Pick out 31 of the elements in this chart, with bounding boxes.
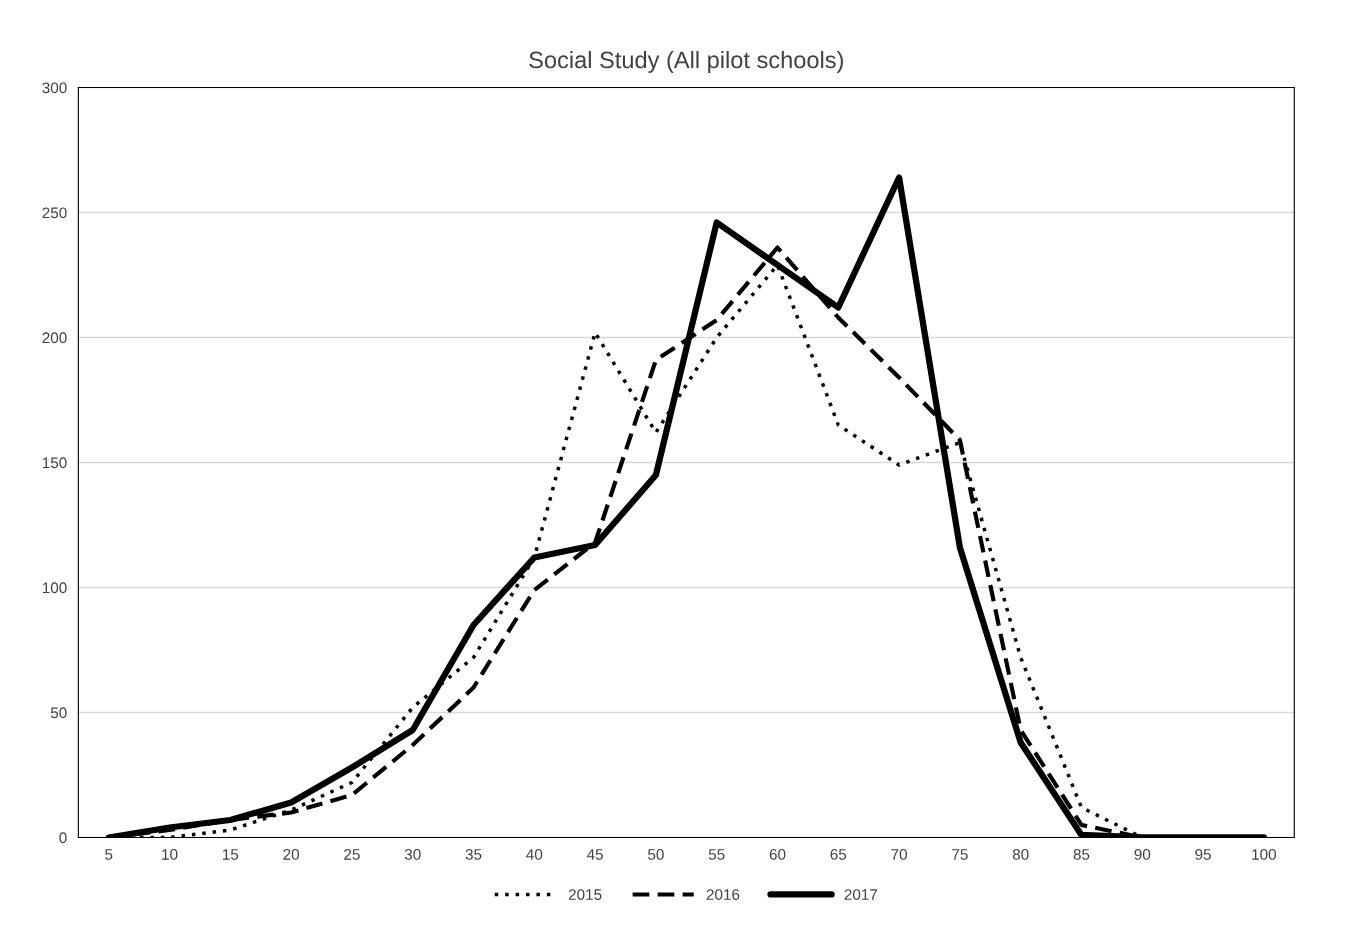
x-tick-label: 35 — [465, 849, 482, 860]
chart-title: Social Study (All pilot schools) — [529, 50, 843, 73]
x-tick-label: 55 — [708, 849, 725, 860]
x-tick-label: 10 — [162, 849, 178, 860]
x-tick-label: 25 — [344, 849, 360, 860]
x-tick-label: 60 — [769, 849, 786, 860]
legend-label: 2016 — [706, 889, 740, 900]
x-tick-label: 70 — [891, 849, 907, 860]
y-tick-label: 150 — [42, 457, 67, 469]
y-tick-label: 50 — [50, 707, 67, 719]
x-tick-label: 95 — [1195, 849, 1211, 860]
y-tick-label: 100 — [42, 582, 67, 594]
x-tick-label: 40 — [526, 849, 543, 860]
x-tick-label: 30 — [404, 849, 421, 860]
x-tick-label: 5 — [105, 849, 113, 860]
x-tick-label: 100 — [1252, 849, 1277, 860]
x-tick-label: 85 — [1073, 849, 1090, 860]
legend-label: 2015 — [568, 889, 602, 900]
x-tick-label: 20 — [283, 849, 300, 860]
y-tick-label: 200 — [42, 332, 67, 344]
x-tick-label: 50 — [648, 849, 664, 860]
x-tick-label: 80 — [1012, 849, 1029, 860]
legend-label: 2017 — [844, 889, 878, 900]
x-tick-label: 45 — [586, 849, 603, 860]
y-tick-label: 300 — [42, 82, 67, 94]
y-tick-label: 250 — [42, 207, 67, 219]
x-tick-label: 75 — [952, 849, 968, 860]
x-tick-label: 90 — [1134, 849, 1151, 860]
x-tick-label: 65 — [830, 849, 847, 860]
x-tick-label: 15 — [223, 849, 239, 860]
y-tick-label: 0 — [59, 832, 67, 844]
